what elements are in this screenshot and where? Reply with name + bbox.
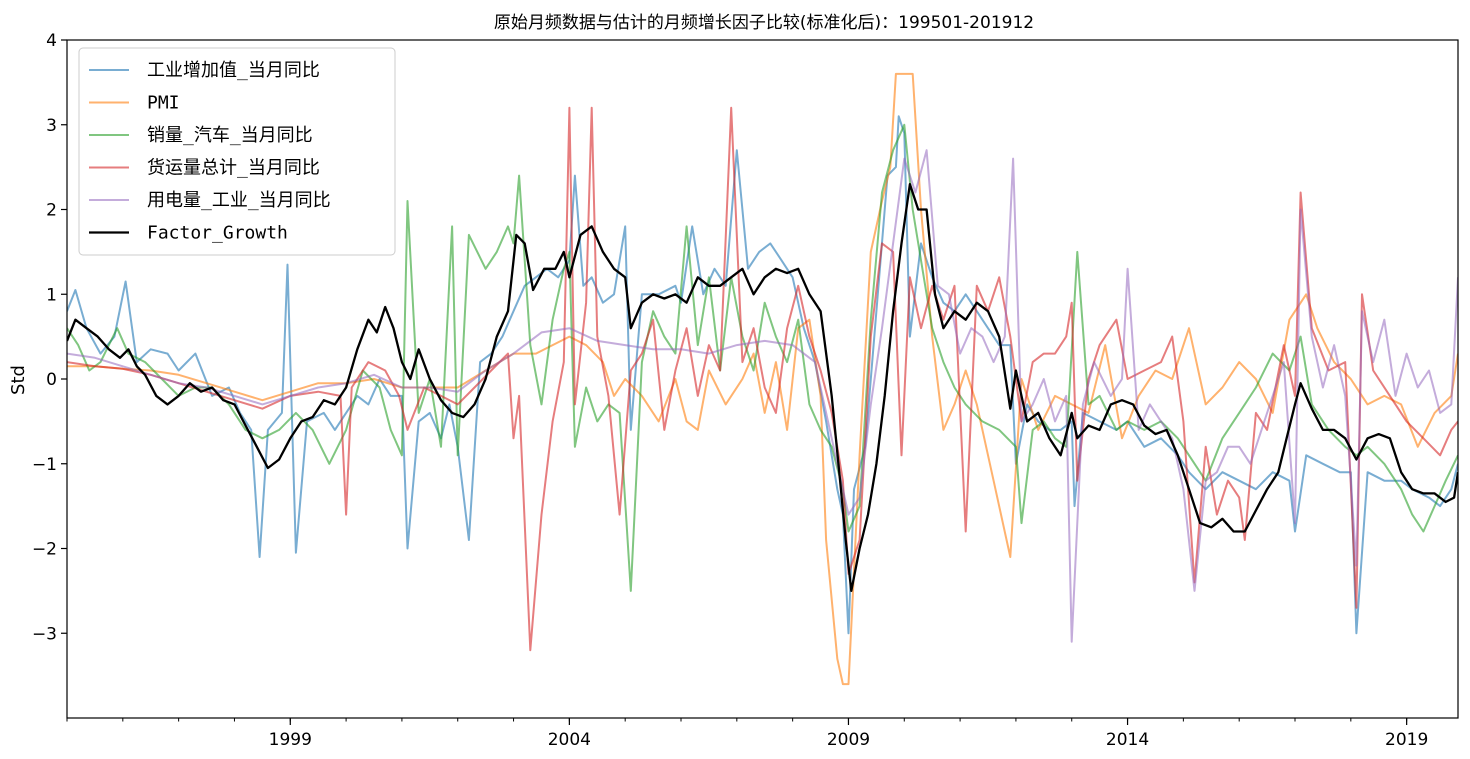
y-tick-label-4: 0 bbox=[46, 370, 57, 390]
legend: 工业增加值_当月同比 PMI 销量_汽车_当月同比货运量总计_当月同比用电量_工业_… bbox=[78, 47, 396, 256]
legend-label-5: Factor_Growth bbox=[147, 223, 288, 244]
axes: 4 3 2 1 0 −1 −2 −3 1999 2004 2009 2014 2019 bbox=[32, 31, 1459, 750]
x-tick-label-0: 1999 bbox=[269, 730, 312, 750]
series-line-1 bbox=[67, 72, 1458, 686]
x-tick-label-2: 2009 bbox=[827, 730, 870, 750]
y-axis-title: Std bbox=[8, 365, 29, 395]
legend-label-2: 销量_汽车_当月同比 bbox=[147, 125, 313, 146]
series-line-0 bbox=[67, 115, 1458, 635]
y-tick-label-1: 3 bbox=[46, 116, 57, 136]
y-tick-label-3: 1 bbox=[46, 285, 57, 305]
legend-label-0: 工业增加值_当月同比 bbox=[147, 60, 320, 81]
x-tick-label-3: 2014 bbox=[1106, 730, 1149, 750]
x-tick-label-4: 2019 bbox=[1385, 730, 1428, 750]
legend-label-3: 货运量总计_当月同比 bbox=[147, 158, 320, 179]
chart-title: 原始月频数据与估计的月频增长因子比较(标准化后)：199501-201912 bbox=[494, 13, 1034, 33]
legend-label-1: PMI bbox=[147, 93, 180, 114]
y-tick-label-5: −1 bbox=[32, 455, 57, 475]
series-line-5 bbox=[67, 182, 1458, 593]
series-line-2 bbox=[67, 123, 1458, 592]
legend-box bbox=[78, 47, 396, 256]
legend-label-4: 用电量_工业_当月同比 bbox=[147, 190, 331, 211]
y-tick-label-6: −2 bbox=[32, 540, 57, 560]
y-tick-label-7: −3 bbox=[32, 624, 57, 644]
x-tick-label-1: 2004 bbox=[548, 730, 591, 750]
series-line-4 bbox=[67, 149, 1458, 643]
y-tick-label-0: 4 bbox=[46, 31, 57, 51]
y-tick-label-2: 2 bbox=[46, 201, 57, 221]
plot-area bbox=[67, 72, 1458, 686]
